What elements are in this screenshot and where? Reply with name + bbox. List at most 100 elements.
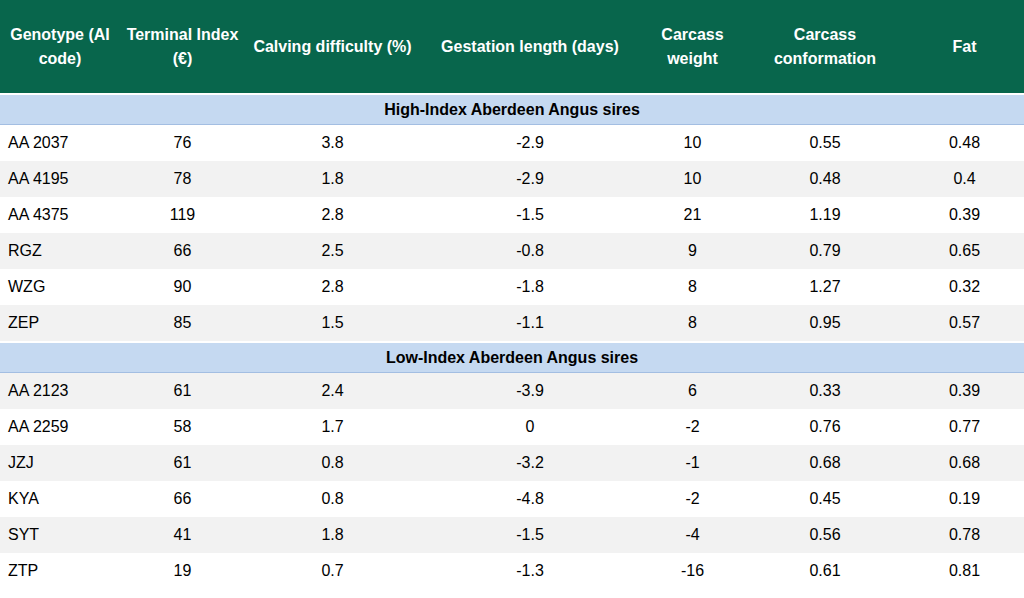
cell-carcass-weight: 8 <box>640 305 745 342</box>
cell-fat: 0.68 <box>905 445 1024 481</box>
cell-calving-difficulty: 0.8 <box>245 481 420 517</box>
sire-performance-table: Genotype (AI code) Terminal Index (€) Ca… <box>0 0 1024 589</box>
table-row: AA 2259581.70-20.760.77 <box>0 409 1024 445</box>
cell-gestation-length: -1.3 <box>420 553 640 589</box>
cell-carcass-conformation: 0.55 <box>745 125 905 162</box>
cell-terminal-index: 61 <box>120 373 245 410</box>
cell-gestation-length: -1.1 <box>420 305 640 342</box>
cell-gestation-length: -1.5 <box>420 197 640 233</box>
cell-terminal-index: 78 <box>120 161 245 197</box>
cell-calving-difficulty: 0.8 <box>245 445 420 481</box>
cell-carcass-weight: 21 <box>640 197 745 233</box>
cell-gestation-length: -2.9 <box>420 161 640 197</box>
cell-gestation-length: -1.8 <box>420 269 640 305</box>
cell-calving-difficulty: 0.7 <box>245 553 420 589</box>
table-row: ZTP190.7-1.3-160.610.81 <box>0 553 1024 589</box>
table-body: High-Index Aberdeen Angus siresAA 203776… <box>0 94 1024 589</box>
section-row: High-Index Aberdeen Angus sires <box>0 94 1024 125</box>
cell-genotype: AA 2259 <box>0 409 120 445</box>
section-header: High-Index Aberdeen Angus sires <box>0 94 1024 125</box>
cell-fat: 0.77 <box>905 409 1024 445</box>
cell-calving-difficulty: 1.8 <box>245 161 420 197</box>
cell-terminal-index: 90 <box>120 269 245 305</box>
cell-genotype: KYA <box>0 481 120 517</box>
cell-carcass-weight: 6 <box>640 373 745 410</box>
col-header-gestation-length: Gestation length (days) <box>420 0 640 94</box>
cell-gestation-length: -0.8 <box>420 233 640 269</box>
table-row: ZEP851.5-1.180.950.57 <box>0 305 1024 342</box>
cell-carcass-conformation: 0.95 <box>745 305 905 342</box>
cell-genotype: AA 4375 <box>0 197 120 233</box>
cell-terminal-index: 58 <box>120 409 245 445</box>
cell-calving-difficulty: 3.8 <box>245 125 420 162</box>
cell-terminal-index: 119 <box>120 197 245 233</box>
cell-carcass-conformation: 1.19 <box>745 197 905 233</box>
cell-calving-difficulty: 2.8 <box>245 269 420 305</box>
cell-fat: 0.48 <box>905 125 1024 162</box>
table-row: AA 4195781.8-2.9100.480.4 <box>0 161 1024 197</box>
cell-genotype: AA 2037 <box>0 125 120 162</box>
cell-gestation-length: -1.5 <box>420 517 640 553</box>
table-row: AA 2123612.4-3.960.330.39 <box>0 373 1024 410</box>
table-row: RGZ662.5-0.890.790.65 <box>0 233 1024 269</box>
table-row: JZJ610.8-3.2-10.680.68 <box>0 445 1024 481</box>
section-row: Low-Index Aberdeen Angus sires <box>0 342 1024 373</box>
cell-carcass-conformation: 0.45 <box>745 481 905 517</box>
cell-calving-difficulty: 1.5 <box>245 305 420 342</box>
cell-gestation-length: 0 <box>420 409 640 445</box>
cell-carcass-weight: 10 <box>640 125 745 162</box>
cell-carcass-conformation: 0.76 <box>745 409 905 445</box>
cell-fat: 0.57 <box>905 305 1024 342</box>
cell-carcass-conformation: 0.68 <box>745 445 905 481</box>
cell-terminal-index: 61 <box>120 445 245 481</box>
cell-carcass-conformation: 0.33 <box>745 373 905 410</box>
cell-gestation-length: -3.2 <box>420 445 640 481</box>
cell-fat: 0.19 <box>905 481 1024 517</box>
cell-carcass-weight: 9 <box>640 233 745 269</box>
col-header-terminal-index: Terminal Index (€) <box>120 0 245 94</box>
cell-carcass-weight: -2 <box>640 409 745 445</box>
cell-carcass-weight: 8 <box>640 269 745 305</box>
cell-calving-difficulty: 2.4 <box>245 373 420 410</box>
cell-calving-difficulty: 2.8 <box>245 197 420 233</box>
cell-carcass-conformation: 0.48 <box>745 161 905 197</box>
cell-carcass-weight: -4 <box>640 517 745 553</box>
cell-carcass-weight: -1 <box>640 445 745 481</box>
cell-carcass-conformation: 1.27 <box>745 269 905 305</box>
cell-genotype: AA 4195 <box>0 161 120 197</box>
cell-terminal-index: 66 <box>120 233 245 269</box>
col-header-carcass-conformation: Carcass conformation <box>745 0 905 94</box>
cell-calving-difficulty: 2.5 <box>245 233 420 269</box>
cell-carcass-conformation: 0.79 <box>745 233 905 269</box>
cell-calving-difficulty: 1.7 <box>245 409 420 445</box>
cell-fat: 0.65 <box>905 233 1024 269</box>
section-header: Low-Index Aberdeen Angus sires <box>0 342 1024 373</box>
cell-genotype: ZEP <box>0 305 120 342</box>
cell-genotype: ZTP <box>0 553 120 589</box>
cell-gestation-length: -2.9 <box>420 125 640 162</box>
cell-terminal-index: 19 <box>120 553 245 589</box>
col-header-genotype: Genotype (AI code) <box>0 0 120 94</box>
cell-genotype: AA 2123 <box>0 373 120 410</box>
col-header-carcass-weight: Carcass weight <box>640 0 745 94</box>
cell-genotype: SYT <box>0 517 120 553</box>
cell-terminal-index: 85 <box>120 305 245 342</box>
cell-carcass-conformation: 0.61 <box>745 553 905 589</box>
cell-carcass-weight: -2 <box>640 481 745 517</box>
cell-terminal-index: 76 <box>120 125 245 162</box>
cell-genotype: WZG <box>0 269 120 305</box>
cell-fat: 0.78 <box>905 517 1024 553</box>
cell-terminal-index: 41 <box>120 517 245 553</box>
cell-fat: 0.39 <box>905 373 1024 410</box>
cell-fat: 0.39 <box>905 197 1024 233</box>
cell-fat: 0.81 <box>905 553 1024 589</box>
table-row: WZG902.8-1.881.270.32 <box>0 269 1024 305</box>
cell-gestation-length: -3.9 <box>420 373 640 410</box>
col-header-fat: Fat <box>905 0 1024 94</box>
cell-carcass-weight: -16 <box>640 553 745 589</box>
cell-carcass-weight: 10 <box>640 161 745 197</box>
table-header: Genotype (AI code) Terminal Index (€) Ca… <box>0 0 1024 94</box>
col-header-calving-difficulty: Calving difficulty (%) <box>245 0 420 94</box>
cell-genotype: JZJ <box>0 445 120 481</box>
table-row: AA 43751192.8-1.5211.190.39 <box>0 197 1024 233</box>
